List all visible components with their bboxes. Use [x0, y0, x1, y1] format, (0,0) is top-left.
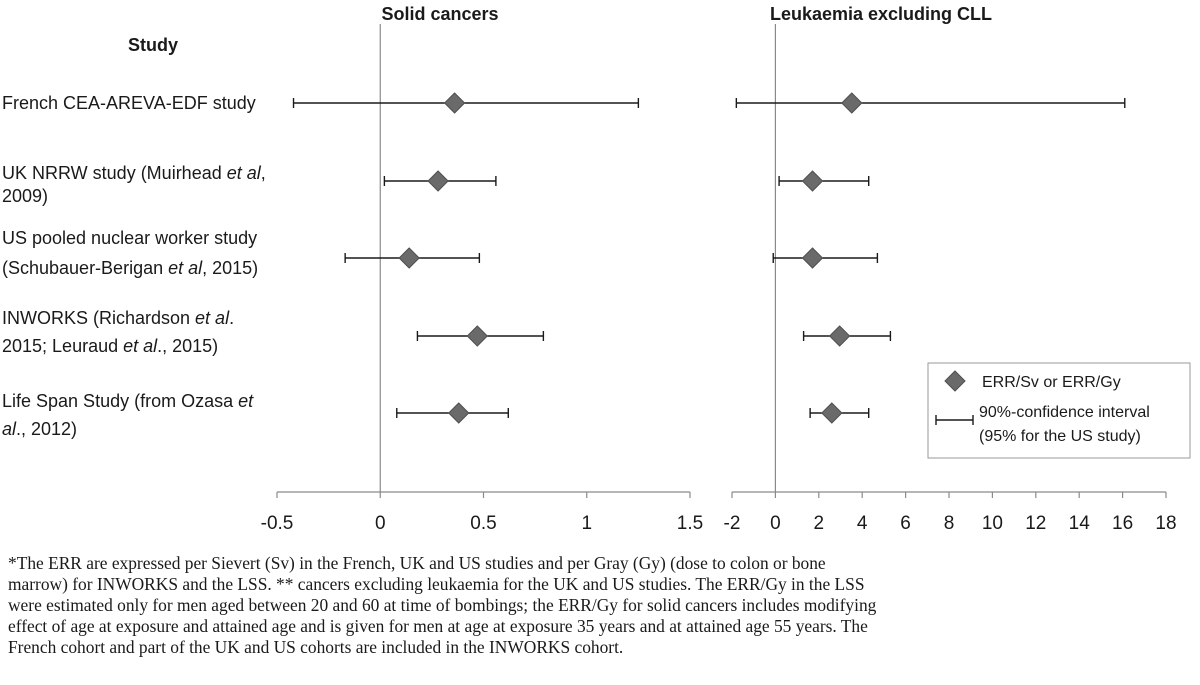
- x-tick-label: 0.5: [470, 513, 496, 534]
- legend-ci-symbol: [935, 415, 974, 425]
- estimate-marker: [828, 325, 851, 347]
- estimate-marker: [821, 402, 843, 424]
- x-tick-label: 2: [814, 513, 825, 534]
- footnote-line: French cohort and part of the UK and US …: [8, 637, 624, 657]
- estimate-marker: [448, 402, 470, 424]
- x-tick-label: 8: [944, 513, 955, 534]
- study-label-part: .: [229, 308, 234, 328]
- study-label: 2015; Leuraud et al., 2015): [2, 336, 218, 356]
- footnote-line: were estimated only for men aged between…: [8, 595, 877, 615]
- x-tick-label: 1: [581, 513, 592, 534]
- study-label-part: INWORKS (Richardson: [2, 308, 195, 328]
- study-label-part: ,: [261, 163, 266, 183]
- footnote-line: *The ERR are expressed per Sievert (Sv) …: [8, 553, 826, 573]
- study-label-part: et al: [227, 163, 262, 183]
- study-label-part: et al: [195, 308, 230, 328]
- legend-marker-label: ERR/Sv or ERR/Gy: [982, 374, 1121, 391]
- study-labels: Study French CEA-AREVA-EDF study UK NRRW …: [2, 35, 266, 439]
- x-tick-label: 0: [375, 513, 386, 534]
- estimate-marker: [801, 247, 824, 269]
- study-label: UK NRRW study (Muirhead et al,: [2, 163, 266, 183]
- study-label: Life Span Study (from Ozasa et: [2, 391, 254, 411]
- study-label-part: 2015; Leuraud: [2, 336, 123, 356]
- footnote-line: marrow) for INWORKS and the LSS. ** canc…: [8, 574, 865, 594]
- solid-cancers-panel: Solid cancers -0.5 0 0.5 1 1.5: [261, 4, 704, 534]
- study-label-part: et al: [168, 258, 203, 278]
- x-tick-label: -2: [724, 513, 741, 534]
- legend-diamond-marker: [944, 370, 966, 392]
- study-label: French CEA-AREVA-EDF study: [2, 93, 256, 113]
- leukaemia-title: Leukaemia excluding CLL: [770, 4, 992, 24]
- study-label-part: et: [238, 391, 254, 411]
- legend-box: [927, 362, 1191, 459]
- study-label-part: ., 2012): [16, 419, 77, 439]
- study-label-part: , 2015): [202, 258, 258, 278]
- study-label: 2009): [2, 186, 48, 206]
- estimate-marker: [443, 92, 466, 114]
- study-label: INWORKS (Richardson et al.: [2, 308, 234, 328]
- estimate-marker: [427, 170, 449, 192]
- x-tick-label: 14: [1069, 513, 1091, 534]
- legend-diamond: [944, 370, 966, 392]
- study-label-part: (Schubauer-Berigan: [2, 258, 168, 278]
- study-label-part: UK NRRW study (Muirhead: [2, 163, 227, 183]
- x-tick-label: 18: [1155, 513, 1176, 534]
- footnote: *The ERR are expressed per Sievert (Sv) …: [8, 553, 1168, 658]
- estimate-marker: [801, 170, 824, 192]
- study-label-part: ., 2015): [157, 336, 218, 356]
- legend-ci-label-line2: (95% for the US study): [979, 428, 1141, 445]
- x-tick-label: 10: [982, 513, 1003, 534]
- x-tick-label: 4: [857, 513, 868, 534]
- study-label-part: US pooled nuclear worker study: [2, 228, 257, 248]
- x-tick-label: 1.5: [677, 513, 703, 534]
- leukaemia-panel: Leukaemia excluding CLL -2 0 2 4 6 8 10 12 14 16 1…: [724, 4, 1177, 534]
- legend-ci-label-line1: 90%-confidence interval: [979, 404, 1150, 421]
- study-label-part: 2009): [2, 186, 48, 206]
- study-label: al., 2012): [2, 419, 77, 439]
- study-label: (Schubauer-Berigan et al, 2015): [2, 258, 258, 278]
- study-label: US pooled nuclear worker study: [2, 228, 257, 248]
- footnote-line: effect of age at exposure and attained a…: [8, 616, 868, 636]
- estimate-marker: [398, 247, 420, 269]
- study-label-part: French CEA-AREVA-EDF study: [2, 93, 256, 113]
- study-column-heading: Study: [128, 35, 178, 55]
- estimate-marker: [841, 92, 863, 114]
- x-tick-label: -0.5: [261, 513, 294, 534]
- study-label-part: Life Span Study (from Ozasa: [2, 391, 238, 411]
- solid-cancers-title: Solid cancers: [381, 4, 498, 24]
- x-tick-label: 0: [770, 513, 781, 534]
- legend: ERR/Sv or ERR/Gy 90%-confidence interval…: [927, 362, 1191, 459]
- x-tick-label: 16: [1112, 513, 1133, 534]
- estimate-marker: [466, 325, 489, 347]
- x-tick-label: 6: [900, 513, 911, 534]
- study-label-part: et al: [123, 336, 158, 356]
- x-tick-label: 12: [1025, 513, 1046, 534]
- study-label-part: al: [2, 419, 17, 439]
